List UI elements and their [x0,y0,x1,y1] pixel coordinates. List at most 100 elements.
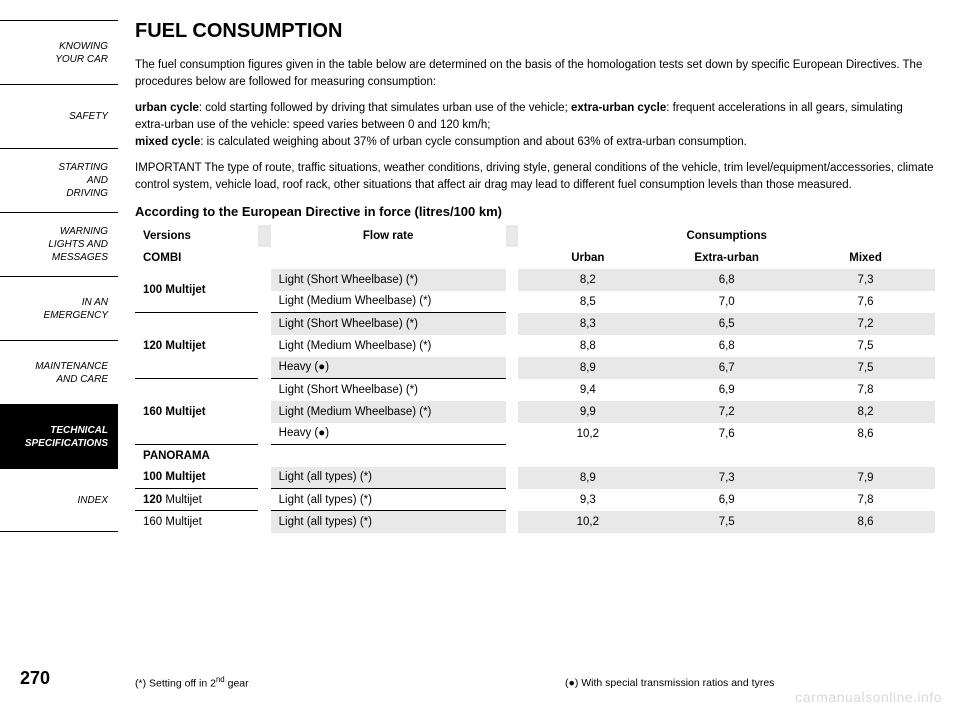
flow-cell: Heavy (●) [271,357,506,379]
sidebar-item-technical[interactable]: TECHNICAL SPECIFICATIONS [0,404,118,468]
num-cell: 7,3 [657,467,796,489]
main-content: FUEL CONSUMPTION The fuel consumption fi… [135,20,935,664]
flow-cell: Light (Short Wheelbase) (*) [271,379,506,401]
num-cell: 6,8 [657,269,796,291]
num-cell: 8,3 [518,313,657,335]
gap [506,313,519,335]
intro-paragraph-3: IMPORTANT The type of route, traffic sit… [135,160,935,193]
blank [657,445,796,467]
sidebar-item-knowing[interactable]: KNOWING YOUR CAR [0,20,118,84]
num-cell: 7,5 [657,511,796,533]
gap [506,489,519,511]
num-cell: 7,8 [796,489,935,511]
flow-cell: Light (all types) (*) [271,489,506,511]
num-cell: 6,7 [657,357,796,379]
gap [506,335,519,357]
gap [506,357,519,379]
hdr-extra: Extra-urban [657,247,796,269]
gap [258,489,271,511]
num-cell: 9,9 [518,401,657,423]
flow-cell: Light (Short Wheelbase) (*) [271,269,506,291]
gap [258,511,271,533]
num-cell: 8,5 [518,291,657,313]
flow-cell: Light (all types) (*) [271,511,506,533]
num-cell: 7,0 [657,291,796,313]
num-cell: 6,9 [657,379,796,401]
num-cell: 7,2 [657,401,796,423]
watermark: carmanualsonline.info [795,689,942,705]
gap [258,225,271,247]
hdr-versions: Versions [135,225,258,247]
model-cell: 100 Multijet [135,467,258,489]
sidebar-item-warning[interactable]: WARNING LIGHTS AND MESSAGES [0,212,118,276]
bold-extra: extra-urban cycle [571,102,666,114]
table-row: 100 Multijet Light (all types) (*) 8,9 7… [135,467,935,489]
fn-left-b: nd [216,675,225,684]
intro-paragraph-2: urban cycle: cold starting followed by d… [135,100,935,150]
hdr-consumptions: Consumptions [518,225,935,247]
num-cell: 8,9 [518,467,657,489]
gap [258,247,271,269]
table-section-row: PANORAMA [135,445,935,467]
model-cell: 160 Multijet [135,511,258,533]
table-header-row-2: COMBI Urban Extra-urban Mixed [135,247,935,269]
gap [506,247,519,269]
fn-left-a: (*) Setting off in 2 [135,677,216,689]
num-cell: 7,8 [796,379,935,401]
bold-mixed: mixed cycle [135,136,200,148]
num-cell: 8,9 [518,357,657,379]
sidebar-item-maintenance[interactable]: MAINTENANCE AND CARE [0,340,118,404]
model-cell: 120 Multijet [135,313,258,379]
text-mixed: : is calculated weighing about 37% of ur… [200,136,747,148]
flow-cell: Light (all types) (*) [271,467,506,489]
table-row: 120 Multijet Light (all types) (*) 9,3 6… [135,489,935,511]
num-cell: 8,2 [796,401,935,423]
num-cell: 7,3 [796,269,935,291]
section-combi: COMBI [135,247,258,269]
gap [506,401,519,423]
gap [258,269,271,291]
sidebar-item-safety[interactable]: SAFETY [0,84,118,148]
table-subtitle: According to the European Directive in f… [135,204,935,219]
intro-paragraph-1: The fuel consumption figures given in th… [135,57,935,90]
table-row: 160 Multijet Light (Short Wheelbase) (*)… [135,379,935,401]
sidebar-item-index[interactable]: INDEX [0,468,118,532]
gap [506,423,519,445]
hdr-urban: Urban [518,247,657,269]
flow-cell: Light (Short Wheelbase) (*) [271,313,506,335]
gap [258,357,271,379]
blank [518,445,657,467]
footnote-left: (*) Setting off in 2nd gear [135,675,505,690]
footer: 270 (*) Setting off in 2nd gear (●) With… [20,668,935,689]
hdr-flowrate: Flow rate [271,225,506,247]
blank [271,445,506,467]
num-cell: 6,9 [657,489,796,511]
fn-left-c: gear [225,677,249,689]
sidebar-item-emergency[interactable]: IN AN EMERGENCY [0,276,118,340]
num-cell: 8,2 [518,269,657,291]
table-row: 120 Multijet Light (Short Wheelbase) (*)… [135,313,935,335]
flow-cell: Light (Medium Wheelbase) (*) [271,291,506,313]
gap [258,379,271,401]
section-panorama: PANORAMA [135,445,258,467]
num-cell: 6,5 [657,313,796,335]
num-cell: 7,6 [796,291,935,313]
gap [258,467,271,489]
sidebar-item-starting[interactable]: STARTING AND DRIVING [0,148,118,212]
flow-cell: Heavy (●) [271,423,506,445]
num-cell: 6,8 [657,335,796,357]
bold-urban: urban cycle [135,102,199,114]
gap [506,225,519,247]
gap [506,379,519,401]
gap [258,445,271,467]
flow-cell: Light (Medium Wheelbase) (*) [271,401,506,423]
page-title: FUEL CONSUMPTION [135,20,935,43]
num-cell: 10,2 [518,423,657,445]
consumption-table: Versions Flow rate Consumptions COMBI Ur… [135,225,935,533]
num-cell: 9,4 [518,379,657,401]
blank [796,445,935,467]
table-header-row-1: Versions Flow rate Consumptions [135,225,935,247]
num-cell: 8,6 [796,511,935,533]
hdr-mixed: Mixed [796,247,935,269]
model-cell: 160 Multijet [135,379,258,445]
